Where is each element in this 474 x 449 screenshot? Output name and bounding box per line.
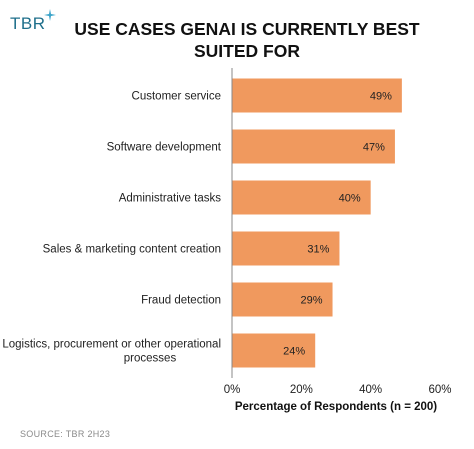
data-label: 31% (307, 244, 329, 256)
star-icon (43, 9, 56, 21)
bar (232, 78, 402, 113)
data-label: 49% (370, 91, 392, 103)
chart-title: USE CASES GENAI IS CURRENTLY BEST SUITED… (74, 19, 420, 61)
x-tick-label: 60% (428, 384, 451, 396)
data-label: 24% (283, 346, 305, 358)
data-label: 29% (301, 295, 323, 307)
tbr-logo: TBR (10, 9, 56, 34)
x-tick-label: 40% (359, 384, 382, 396)
category-label: Logistics, procurement or other operatio… (2, 339, 221, 365)
bar (232, 333, 316, 368)
bar (232, 180, 371, 215)
category-label: Administrative tasks (119, 193, 222, 205)
category-label: Fraud detection (141, 295, 221, 307)
x-tick-label: 0% (224, 384, 241, 396)
x-axis-label: Percentage of Respondents (n = 200) (234, 401, 438, 413)
x-tick-label: 20% (290, 384, 313, 396)
bar (232, 282, 333, 317)
category-label: Customer service (132, 91, 221, 103)
category-label: Sales & marketing content creation (43, 244, 221, 256)
bar (232, 129, 395, 164)
bar (232, 231, 340, 266)
category-label: Software development (107, 142, 222, 154)
data-label: 40% (339, 193, 361, 205)
logo-text: TBR (10, 14, 46, 33)
source-note: SOURCE: TBR 2H23 (20, 429, 111, 439)
data-label: 47% (363, 142, 385, 154)
